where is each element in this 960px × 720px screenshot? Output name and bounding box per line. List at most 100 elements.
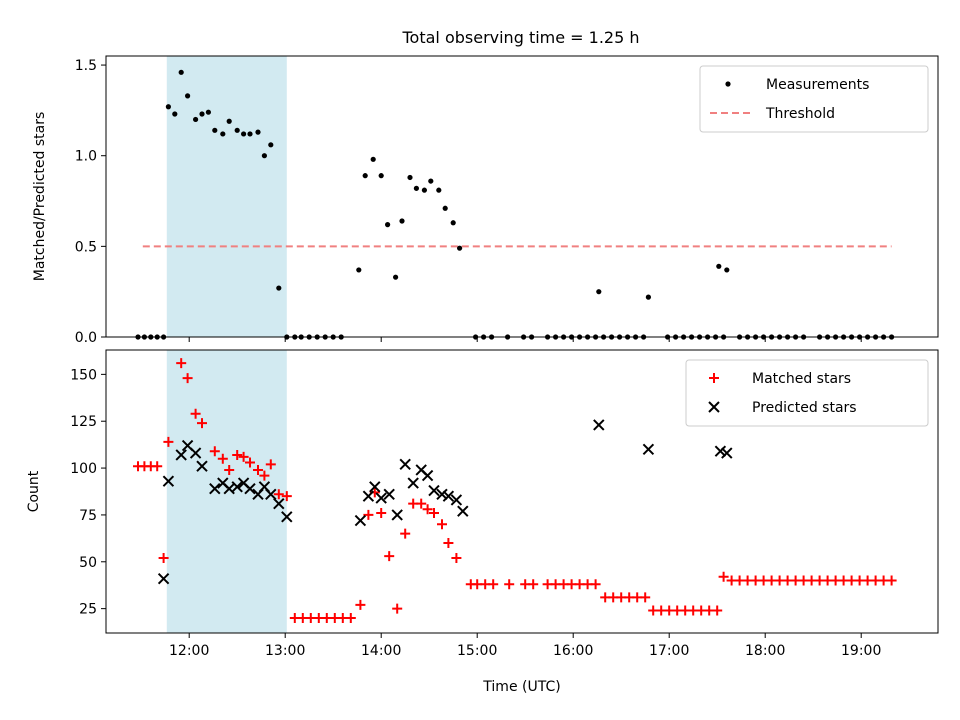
point-predicted-stars-16 [281, 511, 293, 523]
point-matched-stars-30 [363, 509, 374, 520]
x-axis-label: Time (UTC) [482, 679, 560, 695]
point-predicted-stars-4 [189, 447, 202, 459]
point-matched-stars-93 [886, 575, 897, 586]
point-measurements-38 [413, 185, 419, 191]
point-matched-stars-56 [590, 579, 601, 590]
x-tick-label: 19:00 [841, 643, 881, 659]
observing-span-top [166, 56, 287, 337]
point-measurements-10 [199, 111, 205, 117]
y-tick-label-top: 0.5 [75, 239, 97, 255]
point-measurements-15 [234, 127, 240, 133]
point-predicted-stars-30 [450, 494, 463, 506]
point-matched-stars-33 [384, 551, 395, 562]
point-matched-stars-11 [217, 453, 228, 464]
point-matched-stars-7 [182, 373, 193, 384]
point-matched-stars-8 [190, 408, 201, 419]
point-matched-stars-9 [197, 418, 207, 429]
point-predicted-stars-6 [209, 482, 221, 495]
y-tick-label-bottom: 150 [70, 367, 97, 383]
legend-top: Measurements Threshold [699, 65, 929, 133]
point-measurements-34 [385, 222, 391, 228]
point-measurements-37 [407, 174, 413, 181]
point-measurements-64 [596, 289, 602, 295]
point-measurements-32 [370, 156, 376, 162]
axes-frame-top [105, 55, 939, 338]
y-axis-label-bottom: Count [26, 470, 42, 512]
y-tick-label-top: 1.0 [75, 149, 97, 165]
point-predicted-stars-31 [457, 505, 469, 517]
point-measurements-35 [393, 274, 399, 280]
point-measurements-30 [356, 267, 362, 273]
point-matched-stars-32 [376, 508, 387, 519]
point-measurements-6 [172, 111, 178, 117]
legend-box [699, 65, 929, 133]
point-measurements-8 [185, 93, 191, 99]
point-matched-stars-71 [712, 605, 723, 616]
point-matched-stars-16 [253, 464, 263, 475]
point-predicted-stars-1 [162, 475, 175, 487]
point-matched-stars-3 [152, 461, 163, 472]
point-matched-stars-18 [265, 459, 276, 470]
legend-marker-predicted [708, 401, 720, 413]
point-predicted-stars-24 [407, 477, 419, 489]
point-matched-stars-46 [488, 579, 499, 590]
point-predicted-stars-15 [273, 497, 285, 510]
x-tick-label: 16:00 [553, 643, 593, 659]
x-tick-label: 13:00 [265, 643, 305, 659]
point-measurements-20 [268, 142, 274, 148]
legend-marker-matched [709, 373, 719, 383]
point-measurements-43 [450, 220, 456, 226]
y-tick-label-bottom: 75 [79, 508, 97, 524]
point-matched-stars-41 [443, 538, 454, 549]
point-measurements-74 [716, 263, 722, 269]
point-matched-stars-72 [718, 571, 729, 582]
legend-label: Threshold [765, 106, 835, 122]
top-panel: 0.0 0.5 1.0 1.5 Matched/Predicted stars Measu… [32, 55, 939, 346]
legend-bottom: Matched stars Predicted stars [685, 359, 929, 427]
y-tick-label-top: 1.5 [75, 58, 97, 74]
point-matched-stars-62 [640, 592, 651, 603]
y-tick-label-bottom: 125 [70, 414, 97, 430]
point-predicted-stars-9 [231, 481, 243, 493]
y-tick-label-bottom: 100 [70, 461, 97, 477]
point-predicted-stars-29 [442, 490, 455, 502]
point-predicted-stars-33 [642, 443, 655, 456]
point-matched-stars-37 [416, 498, 427, 509]
x-tick-label: 17:00 [649, 643, 689, 659]
y-tick-label-top: 0.0 [75, 330, 97, 346]
point-matched-stars-6 [176, 358, 187, 369]
point-predicted-stars-14 [265, 488, 277, 501]
point-measurements-36 [399, 218, 405, 224]
point-measurements-41 [436, 187, 442, 193]
point-predicted-stars-5 [196, 460, 208, 472]
point-measurements-44 [457, 245, 463, 251]
point-measurements-75 [724, 267, 730, 273]
bottom-panel: 12:00 13:00 14:00 15:00 16:00 17:00 18:00 19:00… [26, 349, 939, 695]
point-measurements-14 [226, 118, 232, 124]
point-matched-stars-35 [400, 528, 411, 539]
point-measurements-33 [378, 173, 384, 179]
point-matched-stars-20 [281, 491, 292, 502]
point-predicted-stars-26 [421, 469, 434, 482]
point-predicted-stars-35 [721, 447, 733, 459]
point-matched-stars-28 [345, 613, 356, 624]
point-predicted-stars-0 [157, 572, 170, 585]
point-predicted-stars-21 [383, 488, 395, 501]
point-matched-stars-39 [429, 508, 439, 519]
point-matched-stars-15 [245, 457, 255, 468]
axes-frame-bottom [105, 349, 939, 634]
x-tick-label: 15:00 [457, 643, 497, 659]
x-tick-label: 14:00 [361, 643, 401, 659]
y-tick-label-bottom: 50 [79, 555, 97, 571]
point-predicted-stars-22 [391, 509, 403, 521]
point-measurements-11 [205, 109, 211, 115]
point-matched-stars-12 [224, 464, 235, 475]
point-measurements-19 [261, 153, 267, 159]
series-predicted-stars [157, 419, 733, 585]
legend-label: Predicted stars [752, 400, 857, 416]
y-axis-label-top: Matched/Predicted stars [32, 112, 48, 282]
point-predicted-stars-32 [593, 419, 605, 431]
point-measurements-31 [362, 173, 368, 179]
point-measurements-39 [421, 187, 427, 193]
